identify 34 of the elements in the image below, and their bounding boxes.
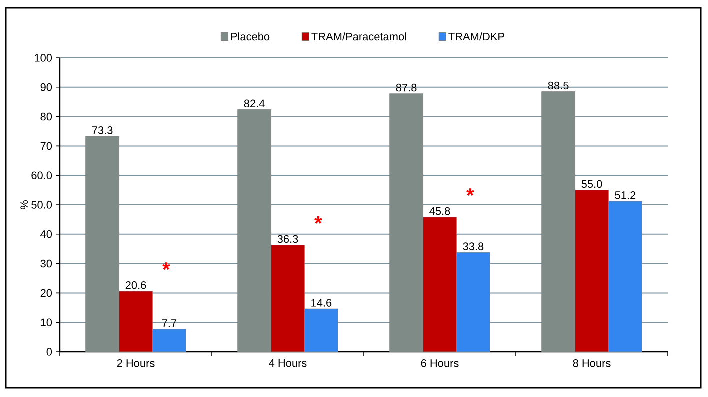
y-axis-title: % — [20, 200, 28, 210]
data-label: 7.7 — [162, 320, 177, 328]
x-tick-label: 2 Hours — [117, 360, 155, 368]
legend-label: Placebo — [231, 32, 270, 41]
y-tick-label: 90 — [40, 84, 52, 92]
x-tick-label: 8 Hours — [573, 360, 611, 368]
data-label: 36.3 — [278, 235, 298, 244]
data-label: 55.0 — [582, 180, 602, 188]
y-tick-label: 50.0 — [32, 201, 52, 209]
data-label: 20.6 — [126, 281, 146, 290]
y-tick-label: 70 — [40, 142, 52, 150]
y-tick-label: 20 — [40, 289, 52, 298]
data-label: 33.8 — [463, 242, 484, 250]
y-tick-label: 30 — [40, 260, 52, 268]
data-label: 73.3 — [92, 126, 113, 134]
data-label: 87.8 — [396, 84, 417, 92]
x-tick-label: 4 Hours — [269, 360, 307, 368]
y-tick-label: 60.0 — [32, 172, 52, 180]
data-label: 51.2 — [615, 192, 636, 200]
legend-label: TRAM/DKP — [448, 32, 504, 41]
y-tick-label: 100 — [35, 54, 52, 62]
annotation: * — [466, 188, 474, 196]
x-tick-label: 6 Hours — [421, 360, 459, 368]
data-label: 82.4 — [244, 100, 265, 108]
data-label: 14.6 — [312, 299, 332, 307]
data-label: 88.5 — [548, 82, 569, 90]
annotation: * — [162, 262, 170, 270]
y-tick-label: 10 — [41, 318, 52, 326]
y-tick-label: 40 — [40, 230, 52, 238]
data-label: 45.8 — [430, 207, 450, 216]
legend-label: TRAM/Paracetamol — [312, 32, 406, 41]
annotation: * — [314, 216, 322, 224]
y-tick-label: 0 — [46, 348, 52, 356]
y-tick-label: 80 — [40, 112, 52, 121]
